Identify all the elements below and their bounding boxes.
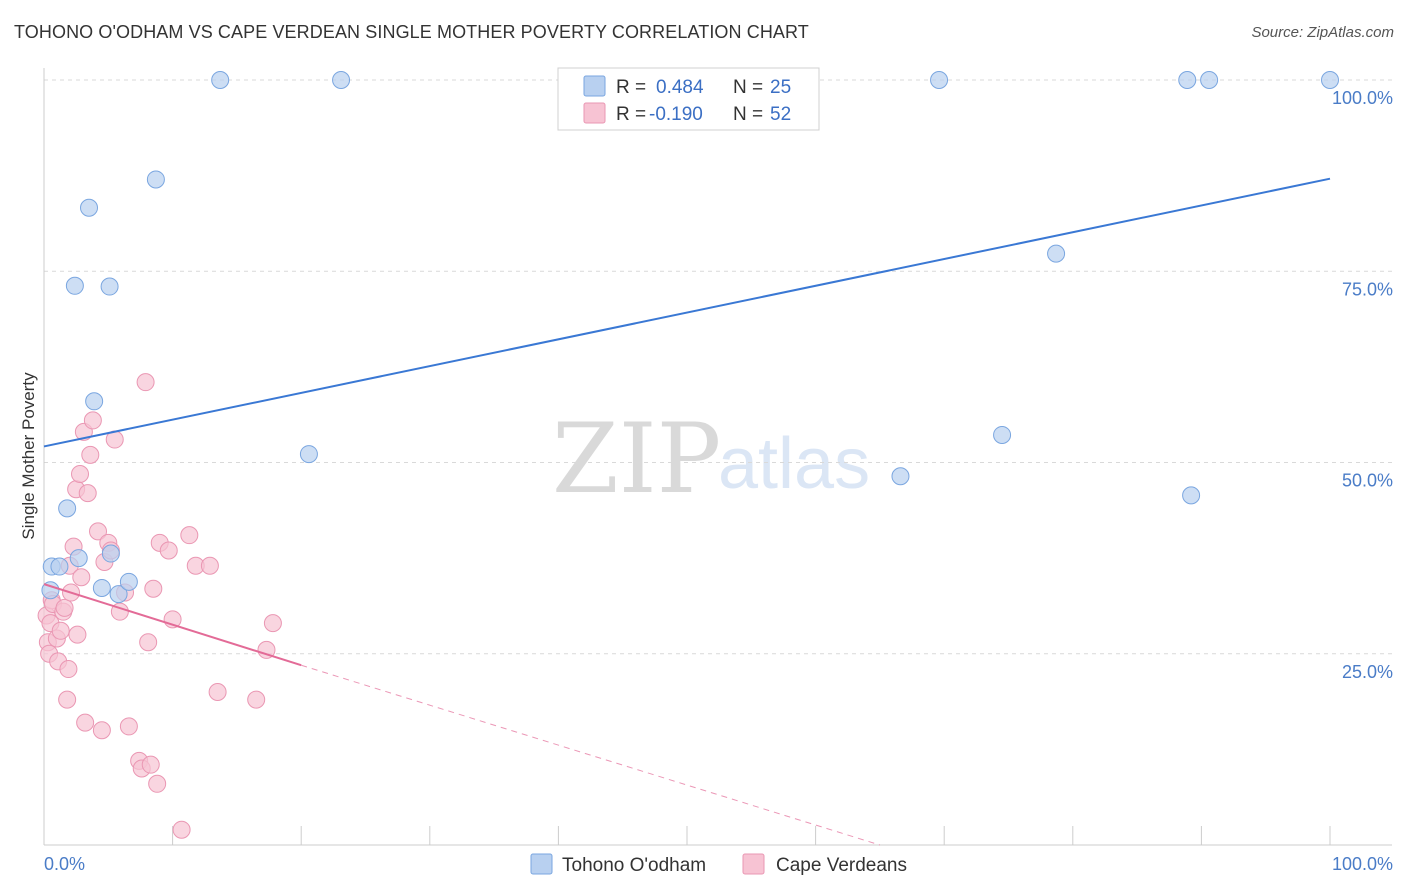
chart-title: TOHONO O'ODHAM VS CAPE VERDEAN SINGLE MO… xyxy=(14,22,809,42)
tohono-point-5 xyxy=(69,549,88,568)
tohono-point-19 xyxy=(993,425,1012,444)
cape-verdeans-point-12 xyxy=(59,660,78,679)
tohono-point-12 xyxy=(119,572,138,591)
cape-verdeans-point-8 xyxy=(51,621,70,640)
cape-verdeans-point-24 xyxy=(83,411,102,430)
series-tohono-oodham xyxy=(41,71,1339,604)
trend-line-tohono xyxy=(43,177,1331,448)
tohono-point-6 xyxy=(80,198,99,217)
trend-lines xyxy=(43,177,1331,846)
legend-r-label-2: R = xyxy=(616,104,646,125)
legend-r-value-1: 0.484 xyxy=(656,77,704,98)
cape-verdeans-point-49 xyxy=(247,690,266,709)
cape-verdeans-point-42 xyxy=(159,541,178,560)
tohono-point-11 xyxy=(109,585,128,604)
cape-verdeans-point-40 xyxy=(148,774,167,793)
cape-verdeans-point-19 xyxy=(72,568,91,587)
legend-r-value-2: -0.190 xyxy=(649,104,703,125)
chart-source: Source: ZipAtlas.com xyxy=(1251,24,1394,41)
grid-lines xyxy=(44,79,1392,655)
cape-verdeans-point-39 xyxy=(144,579,163,598)
legend-label-cape-verdeans: Cape Verdeans xyxy=(776,855,907,876)
tohono-point-23 xyxy=(1200,71,1219,89)
tohono-point-16 xyxy=(332,71,351,89)
cape-verdeans-point-45 xyxy=(180,526,199,545)
y-tick-label-3: 100.0% xyxy=(1332,88,1393,108)
legend-swatch-pink xyxy=(583,102,606,124)
cape-verdeans-point-11 xyxy=(58,690,77,709)
legend-n-label-2: N = xyxy=(733,104,763,125)
y-axis-title: Single Mother Poverty xyxy=(19,372,38,540)
tohono-point-15 xyxy=(299,445,318,464)
trend-line-cape-verdeans-extension xyxy=(301,664,881,846)
tohono-point-18 xyxy=(930,71,949,89)
tohono-point-2 xyxy=(50,557,69,576)
legend-n-value-1: 25 xyxy=(770,77,791,98)
legend-swatch-tohono xyxy=(530,853,553,875)
legend-r-label-1: R = xyxy=(616,77,646,98)
cape-verdeans-point-25 xyxy=(89,522,108,541)
tohono-point-3 xyxy=(58,499,77,518)
tohono-point-21 xyxy=(1178,71,1197,89)
tohono-point-8 xyxy=(92,578,111,597)
cape-verdeans-point-38 xyxy=(141,755,160,774)
y-tick-label-1: 50.0% xyxy=(1342,471,1393,491)
x-axis-tick-labels: 0.0% 100.0% xyxy=(44,854,1393,874)
series-cape-verdeans xyxy=(37,373,282,839)
x-tick-label-1: 100.0% xyxy=(1332,854,1393,874)
tohono-point-4 xyxy=(65,276,84,295)
legend-n-value-2: 52 xyxy=(770,104,791,125)
cape-verdeans-point-22 xyxy=(78,484,97,503)
x-axis-ticks xyxy=(43,826,1331,845)
cape-verdeans-point-51 xyxy=(263,614,282,633)
correlation-legend: R = 0.484 N = 25 R = -0.190 N = 52 xyxy=(557,67,820,131)
cape-verdeans-point-10 xyxy=(55,598,74,617)
tohono-point-17 xyxy=(891,467,910,486)
cape-verdeans-point-23 xyxy=(81,445,100,464)
cape-verdeans-point-36 xyxy=(136,373,155,392)
cape-verdeans-point-47 xyxy=(200,556,219,575)
y-tick-label-2: 75.0% xyxy=(1342,279,1393,299)
cape-verdeans-point-37 xyxy=(139,633,158,652)
tohono-point-7 xyxy=(85,392,104,411)
tohono-point-9 xyxy=(100,277,119,296)
x-tick-label-0: 0.0% xyxy=(44,854,85,874)
trend-line-cape-verdeans xyxy=(43,583,302,667)
watermark-atlas: atlas xyxy=(718,424,870,504)
tohono-point-13 xyxy=(146,170,165,189)
tohono-point-10 xyxy=(101,544,120,563)
tohono-point-24 xyxy=(1321,71,1339,89)
tohono-point-14 xyxy=(211,71,230,89)
cape-verdeans-point-48 xyxy=(208,683,227,701)
series-legend: Tohono O'odham Cape Verdeans xyxy=(530,853,907,876)
cape-verdeans-point-18 xyxy=(71,464,90,483)
legend-swatch-blue xyxy=(583,75,606,97)
cape-verdeans-point-33 xyxy=(119,717,138,736)
legend-label-tohono: Tohono O'odham xyxy=(562,855,706,876)
tohono-point-22 xyxy=(1182,486,1201,505)
cape-verdeans-point-21 xyxy=(76,713,95,732)
y-axis-tick-labels: 25.0% 50.0% 75.0% 100.0% xyxy=(1332,88,1393,682)
watermark-zip: ZIP xyxy=(552,403,721,515)
tohono-point-0 xyxy=(41,581,60,600)
cape-verdeans-point-26 xyxy=(92,721,111,740)
legend-swatch-cape-verdeans xyxy=(742,853,765,875)
y-tick-label-0: 25.0% xyxy=(1342,662,1393,682)
cape-verdeans-point-50 xyxy=(257,640,276,659)
cape-verdeans-point-44 xyxy=(172,820,191,839)
legend-n-label-1: N = xyxy=(733,77,763,98)
tohono-point-20 xyxy=(1047,244,1066,263)
cape-verdeans-point-17 xyxy=(68,625,87,644)
